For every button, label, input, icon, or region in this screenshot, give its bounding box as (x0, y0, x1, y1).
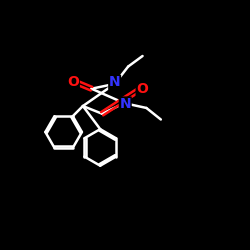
Text: O: O (67, 75, 79, 89)
Text: O: O (136, 82, 148, 96)
Text: N: N (120, 97, 131, 111)
Text: N: N (109, 75, 120, 89)
